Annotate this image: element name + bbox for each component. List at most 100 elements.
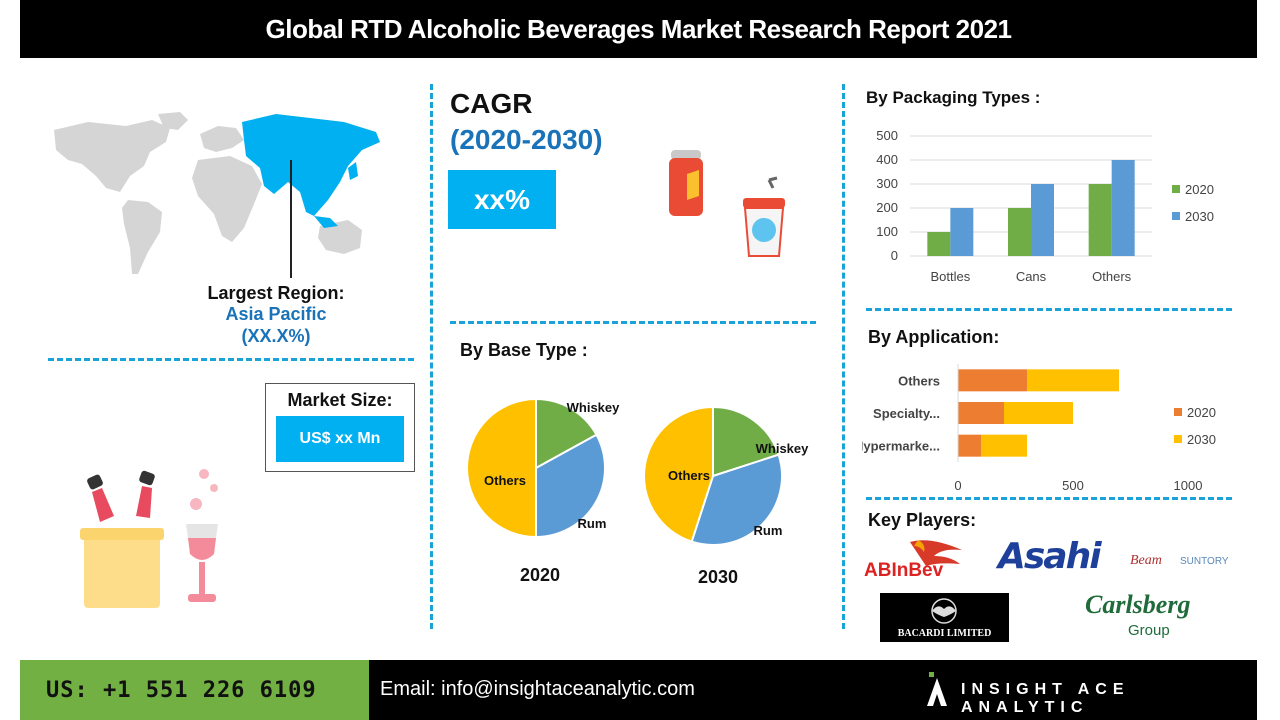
insightace-logo-icon [927, 672, 947, 706]
packaging-bar-chart: 0 100 200 300 400 500 Bottles Cans Others 2020 203… [876, 128, 1214, 284]
map-greenland [158, 112, 188, 130]
packaging-legend-swatch-2020 [1172, 185, 1180, 193]
application-legend-swatch-2020 [1174, 408, 1182, 416]
packaging-y-tick: 500 [876, 128, 898, 143]
map-north-america [54, 120, 170, 192]
packaging-bar-cans-2030 [1031, 184, 1054, 256]
packaging-bar-cans-2020 [1008, 208, 1031, 256]
key-players-title: Key Players: [868, 510, 977, 530]
logo-suntory: SUNTORY [1180, 556, 1229, 567]
application-y-label: Others [898, 373, 940, 388]
map-africa [192, 156, 262, 242]
application-bar-segment-2030 [1027, 369, 1119, 392]
pie-label-whiskey: Whiskey [756, 441, 810, 456]
largest-region-share: (XX.X%) [241, 326, 311, 346]
pie-label-others: Others [668, 468, 710, 483]
pie-label-rum: Rum [754, 523, 783, 538]
application-x-tick: 0 [954, 478, 961, 493]
application-bar-segment-2030 [1004, 402, 1073, 424]
footer-brand: INSIGHT ACE ANALYTIC [961, 681, 1130, 716]
application-bar-segment-2020 [958, 434, 981, 457]
application-y-label: Specialty... [873, 406, 940, 421]
application-bar-segment-2020 [958, 369, 1027, 392]
packaging-y-tick: 200 [876, 200, 898, 215]
largest-region-name: Asia Pacific [225, 304, 327, 324]
packaging-bar-others-2030 [1111, 160, 1135, 256]
pie-slice-others [466, 397, 537, 539]
logo-beam: Beam [1130, 553, 1162, 568]
packaging-y-tick: 100 [876, 224, 898, 239]
region-pointer-line [290, 160, 292, 278]
application-bar-segment-2020 [958, 402, 1004, 424]
packaging-title: By Packaging Types : [866, 88, 1041, 107]
application-bar-segment-2030 [981, 434, 1027, 457]
logo-bacardi: BACARDI LIMITED [880, 593, 1009, 642]
logo-asahi: Asahi [998, 536, 1102, 577]
bucket-bottles-icon [80, 469, 218, 608]
pie-label-rum: Rum [578, 516, 607, 531]
footer-email: Email: info@insightaceanalytic.com [380, 678, 695, 700]
packaging-legend-label: 2020 [1185, 182, 1214, 197]
application-x-tick: 500 [1062, 478, 1084, 493]
pie-slice-rum [690, 453, 783, 546]
market-size-label: Market Size: [287, 390, 393, 410]
application-bar-chart: Others Specialty... Hypermarke... 0 500 1000 2… [862, 364, 1216, 493]
pie-year-2020: 2020 [519, 565, 561, 585]
pie-slice-others [643, 405, 714, 543]
packaging-x-label: Cans [1016, 269, 1047, 284]
divider-vertical-right [842, 84, 845, 629]
packaging-bar-bottles-2020 [927, 232, 951, 256]
packaging-y-tick: 0 [891, 248, 898, 263]
application-legend-label: 2030 [1187, 432, 1216, 447]
footer-bar: Email: info@insightaceanalytic.com INSIG… [369, 660, 1257, 720]
application-title: By Application: [868, 327, 1000, 347]
logo-carlsberg-group: Group [1128, 622, 1170, 639]
world-map [54, 112, 380, 274]
packaging-legend-swatch-2030 [1172, 212, 1180, 220]
packaging-y-tick: 300 [876, 176, 898, 191]
logo-bacardi-text: BACARDI LIMITED [897, 628, 992, 639]
can-and-cup-icon [669, 150, 785, 257]
cagr-title: CAGR [450, 88, 533, 119]
application-legend-label: 2020 [1187, 405, 1216, 420]
divider-vertical-left [430, 84, 433, 629]
map-asia-pacific [242, 114, 380, 228]
packaging-bar-others-2020 [1088, 184, 1112, 256]
cagr-value: xx% [448, 170, 556, 229]
pie-slice-whiskey [535, 397, 598, 470]
packaging-y-tick: 400 [876, 152, 898, 167]
pie-label-whiskey: Whiskey [567, 400, 621, 415]
logo-abinbev-text: ABInBev [864, 560, 944, 581]
pie-slice-rum [535, 433, 606, 539]
logo-carlsberg: Carlsberg [1085, 590, 1191, 619]
packaging-x-label: Others [1092, 269, 1132, 284]
application-x-tick: 1000 [1174, 478, 1203, 493]
application-legend-swatch-2030 [1174, 435, 1182, 443]
pie-slice-whiskey [712, 405, 780, 478]
market-size-box: Market Size: US$ xx Mn [265, 383, 415, 472]
map-south-america [122, 200, 162, 274]
largest-region-label: Largest Region: [207, 283, 345, 303]
pie-label-others: Others [484, 473, 526, 488]
bacardi-bat-icon [931, 598, 957, 624]
base-type-title: By Base Type : [460, 340, 588, 360]
divider-left [48, 358, 414, 361]
divider-right-top [866, 308, 1232, 311]
pie-year-2030: 2030 [697, 567, 739, 587]
application-y-label: Hypermarke... [862, 439, 940, 454]
cagr-period: (2020-2030) [450, 124, 603, 155]
map-europe [200, 126, 244, 152]
pie-chart-2020: Whiskey Rum Others [466, 397, 621, 539]
divider-middle [450, 321, 816, 324]
map-australia [318, 220, 362, 254]
logo-abinbev: ABInBev [864, 536, 972, 582]
packaging-x-label: Bottles [930, 269, 970, 284]
packaging-legend-label: 2030 [1185, 209, 1214, 224]
report-title: Global RTD Alcoholic Beverages Market Re… [20, 0, 1257, 58]
packaging-bar-bottles-2030 [950, 208, 974, 256]
footer-phone: US: +1 551 226 6109 [20, 660, 369, 720]
market-size-value: US$ xx Mn [276, 416, 404, 462]
pie-chart-2030: Whiskey Rum Others [643, 405, 810, 546]
divider-right-bottom [866, 497, 1232, 500]
abinbev-bird-icon [910, 540, 962, 566]
